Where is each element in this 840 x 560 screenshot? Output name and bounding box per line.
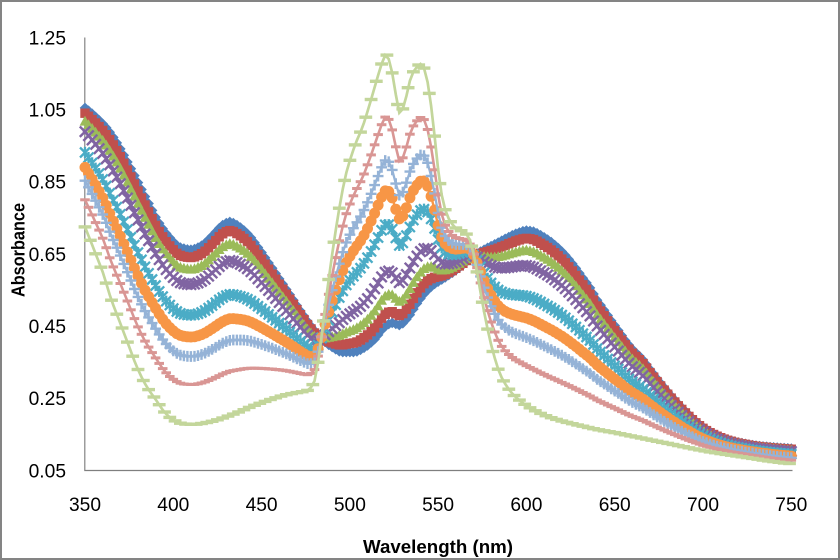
svg-text:550: 550 xyxy=(422,495,454,516)
svg-text:0.85: 0.85 xyxy=(29,173,66,194)
svg-text:750: 750 xyxy=(775,495,807,516)
svg-text:350: 350 xyxy=(69,495,101,516)
svg-text:1.25: 1.25 xyxy=(29,28,66,49)
svg-text:Wavelength (nm): Wavelength (nm) xyxy=(363,537,513,557)
svg-text:0.65: 0.65 xyxy=(29,245,66,266)
svg-text:500: 500 xyxy=(334,495,366,516)
svg-text:650: 650 xyxy=(599,495,631,516)
svg-text:0.45: 0.45 xyxy=(29,317,66,338)
svg-text:0.25: 0.25 xyxy=(29,389,66,410)
svg-text:600: 600 xyxy=(510,495,542,516)
svg-text:450: 450 xyxy=(246,495,278,516)
svg-text:Absorbance: Absorbance xyxy=(9,203,29,297)
svg-text:0.05: 0.05 xyxy=(29,461,66,482)
svg-text:700: 700 xyxy=(687,495,719,516)
svg-text:1.05: 1.05 xyxy=(29,101,66,122)
svg-text:400: 400 xyxy=(157,495,189,516)
